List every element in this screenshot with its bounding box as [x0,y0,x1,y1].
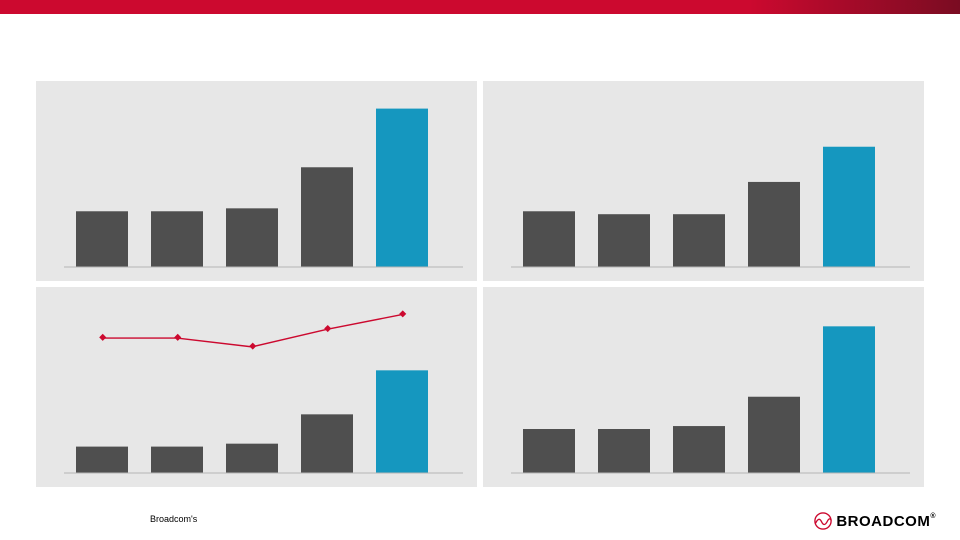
banner-gradient [0,0,960,14]
bar [523,211,575,267]
bar [301,414,353,473]
bar [76,211,128,267]
bar [823,147,875,267]
chart-svg [36,81,477,281]
bar [598,214,650,267]
broadcom-bug-icon [814,512,832,530]
bar [673,214,725,267]
bar [301,167,353,267]
logo-text: BROADCOM [836,513,930,530]
chart-panel-bottom-right [483,287,924,487]
bar [673,426,725,473]
chart-panel-top-left [36,81,477,281]
chart-svg [483,81,924,281]
bar [748,182,800,267]
bar [226,444,278,473]
charts-grid [36,81,924,489]
bar [151,211,203,267]
bar [76,447,128,473]
broadcom-logo: BROADCOM® [814,512,936,530]
bar [151,447,203,473]
bar [598,429,650,473]
chart-svg [483,287,924,487]
chart-panel-top-right [483,81,924,281]
bar [226,208,278,267]
bar [523,429,575,473]
footer-caption: Broadcom's [150,514,197,524]
logo-tm: ® [930,513,936,520]
bar [823,326,875,473]
footer: Broadcom's BROADCOM® [0,506,960,540]
bar [376,370,428,473]
broadcom-wordmark: BROADCOM® [836,513,936,530]
chart-svg [36,287,477,487]
chart-panel-bottom-left [36,287,477,487]
top-banner [0,0,960,14]
bar [748,397,800,473]
bar [376,109,428,267]
